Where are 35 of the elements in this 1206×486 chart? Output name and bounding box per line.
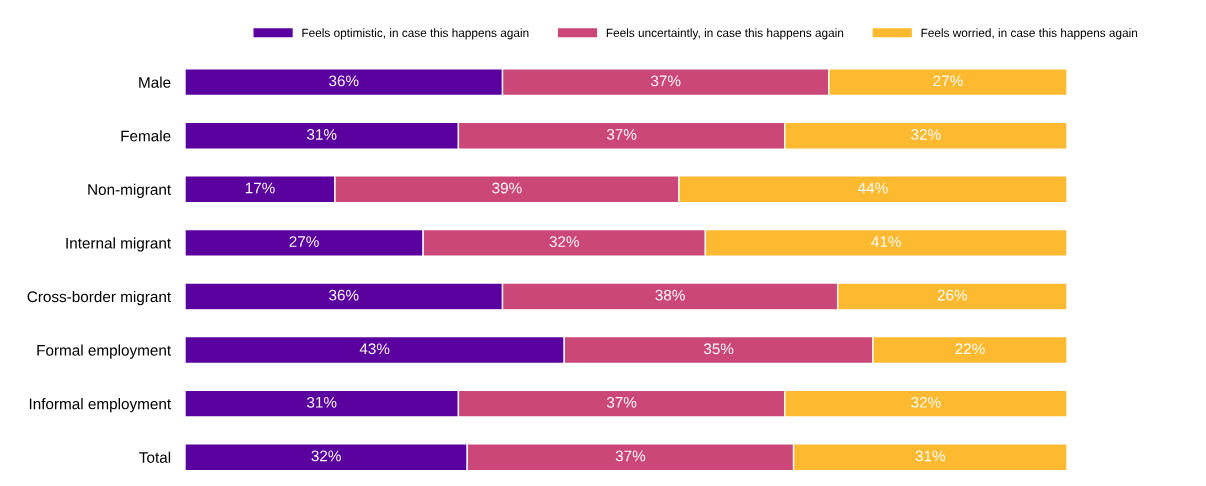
data-label: 17% [245, 182, 275, 194]
legend-label: Feels uncertaintly, in case this happens again [606, 28, 844, 40]
data-label: 41% [871, 236, 901, 247]
legend-label: Feels worried, in case this happens again [921, 28, 1138, 40]
y-tick-label: Internal migrant [66, 237, 172, 252]
y-tick-label: Total [139, 451, 171, 463]
y-tick-label: Female [121, 130, 171, 142]
y-tick-label: Male [139, 76, 171, 88]
data-label: 22% [955, 343, 985, 355]
data-label: 37% [606, 396, 637, 408]
data-label: 35% [703, 343, 734, 355]
data-label: 37% [650, 75, 681, 87]
data-label: 27% [933, 75, 963, 87]
data-label: 31% [915, 450, 946, 462]
data-label: 39% [492, 182, 522, 194]
y-tick-label: Formal employment [37, 344, 172, 359]
y-tick-label: Cross-border migrant [27, 290, 172, 306]
data-label: 37% [615, 450, 646, 462]
legend-label: Feels optimistic, in case this happens again [302, 28, 529, 40]
data-label: 44% [858, 182, 888, 194]
data-label: 27% [289, 236, 319, 247]
data-label: 38% [655, 289, 685, 301]
data-label: 32% [311, 450, 341, 462]
y-tick-label: Non-migrant [88, 183, 171, 199]
y-tick-label: Informal employment [29, 398, 172, 413]
data-label: 37% [606, 129, 637, 140]
data-label: 32% [549, 236, 580, 247]
data-label: 31% [307, 396, 337, 408]
data-label: 26% [937, 289, 968, 301]
data-label: 31% [307, 129, 337, 140]
data-label: 36% [329, 75, 359, 87]
data-label: 43% [359, 343, 390, 355]
data-label: 32% [911, 396, 941, 408]
data-label: 32% [911, 129, 941, 140]
data-label: 36% [329, 289, 359, 301]
